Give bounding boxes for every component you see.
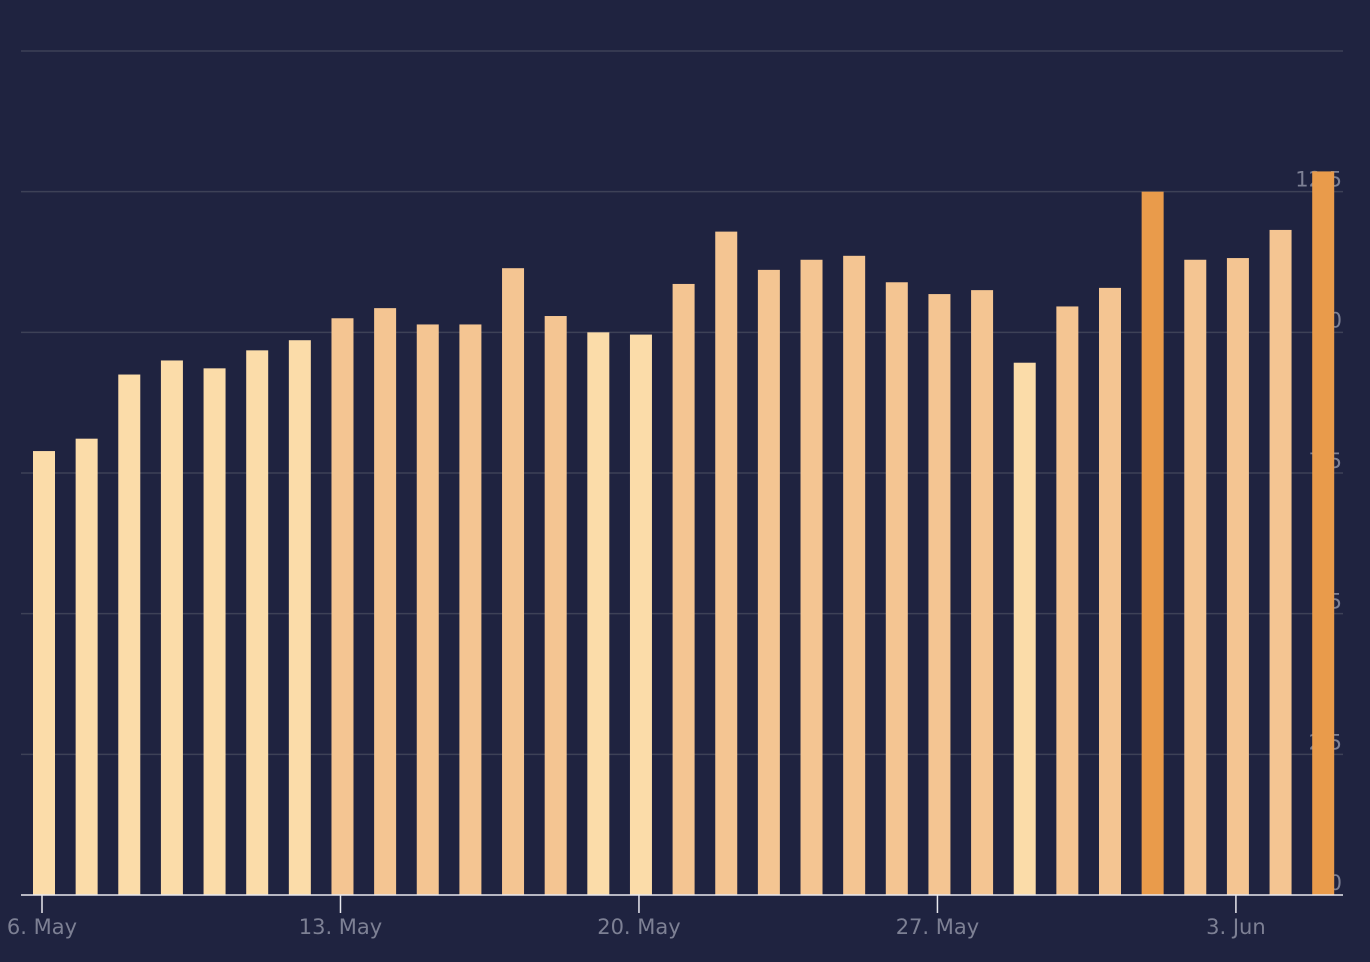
- bar: [629, 334, 652, 896]
- bar: [757, 269, 780, 895]
- bar: [160, 360, 183, 895]
- bar: [971, 290, 994, 896]
- bar: [1056, 306, 1079, 895]
- bar: [459, 324, 482, 895]
- x-tick-label: 3. Jun: [1206, 915, 1266, 939]
- bar: [288, 340, 311, 895]
- bar: [331, 318, 354, 895]
- bar: [800, 259, 823, 895]
- bar: [544, 316, 567, 895]
- x-tick-label: 13. May: [299, 915, 383, 939]
- x-tick-label: 27. May: [896, 915, 980, 939]
- bar: [33, 451, 55, 895]
- bar: [203, 368, 226, 895]
- bar: [502, 268, 525, 895]
- bar: [75, 438, 98, 895]
- x-tick-label: 6. May: [7, 915, 77, 939]
- bar: [1013, 362, 1036, 895]
- bar: [1226, 258, 1249, 895]
- bar: [1269, 229, 1292, 896]
- bar: [246, 350, 269, 896]
- bar: [843, 255, 866, 895]
- bar: [1099, 287, 1121, 895]
- bar: [672, 283, 695, 896]
- bar: [1141, 191, 1164, 895]
- bar: [715, 231, 738, 896]
- bar: [374, 308, 397, 895]
- bar: [587, 332, 610, 895]
- x-tick-label: 20. May: [597, 915, 681, 939]
- bar: [885, 282, 908, 896]
- bar: [416, 324, 439, 895]
- bar: [1184, 259, 1207, 895]
- bar: [928, 294, 951, 895]
- bar: [1312, 171, 1335, 896]
- bar: [118, 374, 141, 895]
